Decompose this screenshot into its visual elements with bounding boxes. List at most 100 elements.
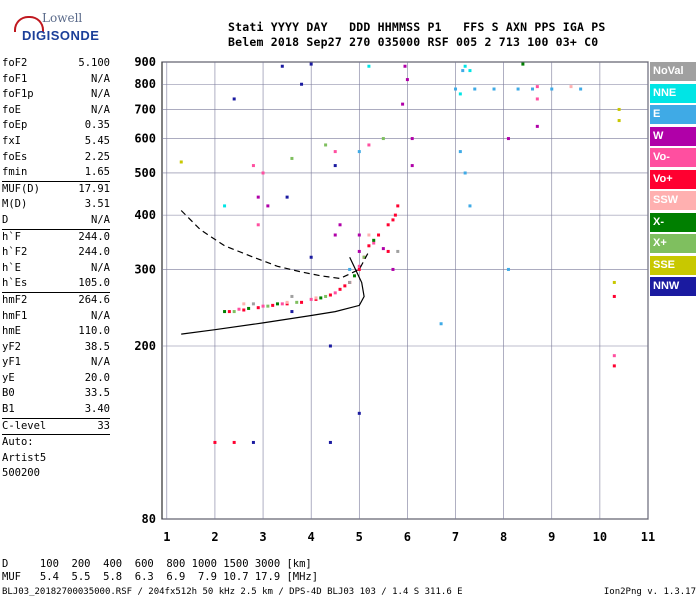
header-labels: Stati YYYY DAY DDD HHMMSS P1 FFS S AXN P… — [228, 20, 606, 34]
data-point-e — [461, 69, 465, 73]
y-tick-label: 600 — [134, 132, 156, 146]
param-value: 2.25 — [84, 150, 110, 163]
x-tick-label: 4 — [308, 530, 315, 544]
data-point-w — [410, 137, 414, 141]
data-point-nnw — [300, 82, 304, 86]
data-point-vo- — [612, 364, 616, 368]
data-point-x- — [232, 310, 236, 314]
legend-item-noval: NoVal — [650, 62, 696, 81]
data-point-vo- — [237, 307, 241, 311]
data-point-sse — [617, 119, 621, 123]
data-point-x- — [324, 143, 328, 147]
x-tick-label: 8 — [500, 530, 507, 544]
data-point-w — [357, 249, 361, 253]
data-point-e — [579, 87, 583, 91]
param-key: h`E — [2, 261, 21, 274]
data-point-vo- — [309, 297, 313, 301]
data-point-e — [357, 150, 361, 154]
param-row: h`F2 244.0 — [2, 245, 110, 261]
param-row: yE 20.0 — [2, 371, 110, 387]
data-point-nne — [367, 64, 371, 68]
data-point-sse — [617, 107, 621, 111]
data-point-e — [473, 87, 477, 91]
y-tick-label: 900 — [134, 55, 156, 69]
electron-density-profile-line — [181, 256, 365, 335]
x-tick-label: 9 — [548, 530, 555, 544]
data-point-x- — [295, 300, 299, 304]
profile-extrapolation-line — [180, 210, 370, 280]
param-key: B0 — [2, 387, 15, 400]
param-key: yF1 — [2, 356, 21, 369]
data-point-w — [333, 233, 337, 237]
param-row: h`F 244.0 — [2, 228, 110, 246]
param-row: foF1 N/A — [2, 72, 110, 88]
data-point-noval — [348, 280, 352, 284]
param-row: foF2 5.100 — [2, 56, 110, 72]
param-row: hmE 110.0 — [2, 324, 110, 340]
y-tick-label: 400 — [134, 208, 156, 222]
data-point-vo- — [333, 150, 337, 154]
data-point-vo- — [343, 284, 347, 288]
legend-item-e: E — [650, 105, 696, 124]
data-point-vo- — [393, 213, 397, 217]
param-row: hmF1 N/A — [2, 309, 110, 325]
file-info: BLJ03_20182700035000.RSF / 204fx512h 50 … — [2, 587, 463, 597]
param-row: foF1p N/A — [2, 87, 110, 103]
legend-item-ssw: SSW — [650, 191, 696, 210]
data-point-w — [403, 64, 407, 68]
x-tick-label: 1 — [163, 530, 170, 544]
data-point-vo- — [535, 97, 539, 101]
data-point-vo- — [535, 85, 539, 89]
data-point-x- — [290, 156, 294, 160]
data-point-w — [357, 233, 361, 237]
legend-item-x-: X+ — [650, 234, 696, 253]
data-point-nne — [223, 204, 227, 208]
data-point-vo- — [300, 300, 304, 304]
param-key: 500200 — [2, 467, 40, 480]
data-point-nnw — [309, 255, 313, 259]
data-point-ssw — [242, 302, 246, 306]
data-point-w — [535, 124, 539, 128]
param-row: B0 33.5 — [2, 386, 110, 402]
param-key: foE — [2, 103, 21, 116]
data-point-e — [463, 171, 467, 175]
data-point-vo- — [251, 164, 255, 168]
param-row: h`Es 105.0 — [2, 276, 110, 292]
data-point-e — [454, 87, 458, 91]
polarization-legend: NoVal NNE E W Vo- Vo+ SSW X- X+ SSE NNW — [650, 62, 696, 299]
param-value: 110.0 — [78, 325, 110, 338]
data-point-x- — [247, 306, 251, 310]
data-point-vo- — [377, 233, 381, 237]
param-value: 3.40 — [84, 403, 110, 416]
param-row: hmF2 264.6 — [2, 291, 110, 309]
y-tick-label: 500 — [134, 166, 156, 180]
data-point-x- — [275, 302, 279, 306]
data-point-vo- — [261, 304, 265, 308]
logo-brand-top: Lowell — [42, 11, 83, 25]
data-point-ssw — [314, 296, 318, 300]
data-point-vo- — [612, 354, 616, 358]
data-point-nnw — [328, 344, 332, 348]
data-point-nnw — [333, 164, 337, 168]
data-point-vo- — [256, 223, 260, 227]
param-row: foEs 2.25 — [2, 150, 110, 166]
param-key: C-level — [2, 419, 47, 432]
data-point-e — [550, 87, 554, 91]
digisonde-logo: Lowell DIGISONDE — [8, 8, 128, 52]
x-tick-label: 3 — [259, 530, 266, 544]
param-key: B1 — [2, 403, 15, 416]
param-value: N/A — [91, 213, 110, 226]
plot-frame — [161, 61, 649, 520]
data-point-w — [401, 102, 405, 106]
data-point-nnw — [285, 195, 289, 199]
data-point-x- — [223, 310, 227, 314]
data-point-x- — [372, 238, 376, 242]
data-point-vo- — [285, 302, 289, 306]
data-point-vo- — [280, 302, 284, 306]
data-point-e — [531, 87, 535, 91]
param-value: 264.6 — [78, 293, 110, 306]
data-point-vo- — [333, 291, 337, 295]
param-row: MUF(D) 17.91 — [2, 180, 110, 198]
data-point-vo- — [271, 303, 275, 307]
param-row: yF1 N/A — [2, 355, 110, 371]
